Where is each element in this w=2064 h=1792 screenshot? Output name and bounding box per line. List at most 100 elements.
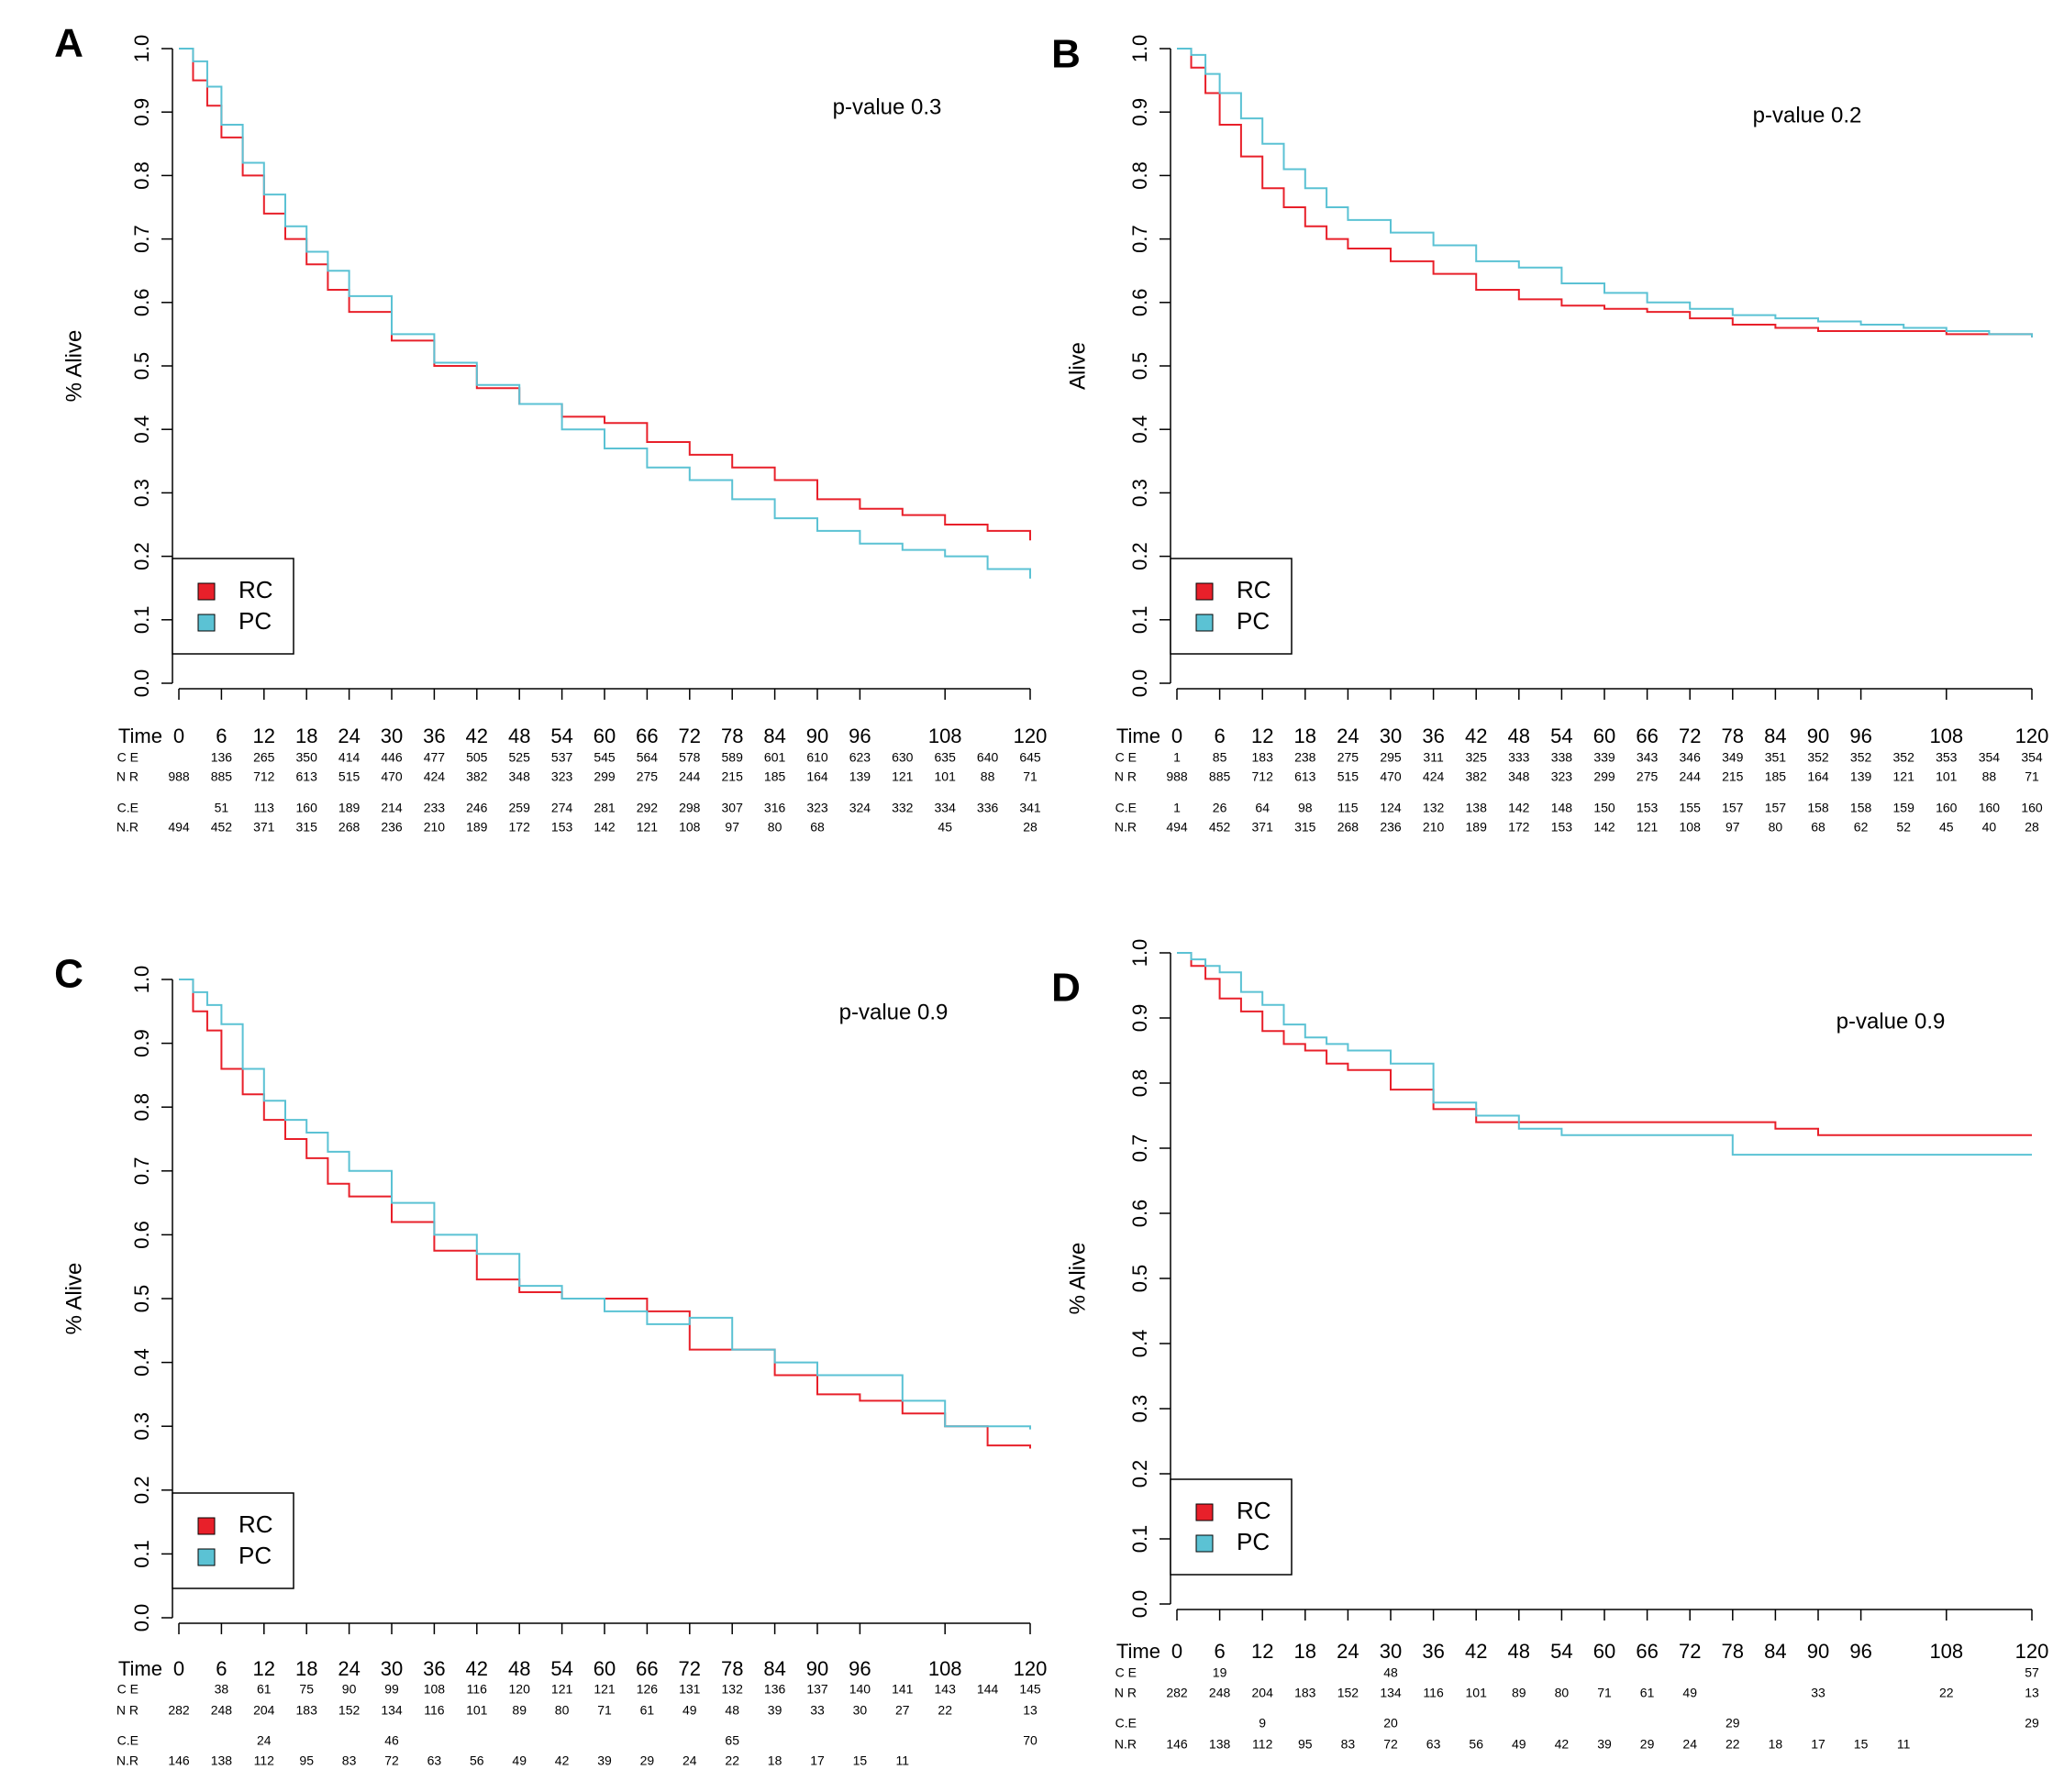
table-cell: 152	[1337, 1686, 1359, 1700]
table-cell: 142	[1508, 801, 1530, 815]
table-cell: 29	[640, 1753, 655, 1768]
y-tick-label: 1.0	[130, 35, 153, 63]
table-cell: 712	[1252, 769, 1274, 784]
table-cell: 158	[1807, 801, 1829, 815]
p-value: p-value 0.2	[1753, 103, 1862, 127]
table-row-label: N R	[117, 1703, 139, 1718]
table-cell: 268	[1337, 820, 1359, 835]
x-tick-label: 108	[1929, 1640, 1963, 1663]
x-tick-label: 54	[1550, 725, 1572, 747]
y-tick-label: 0.3	[1128, 479, 1151, 507]
y-tick-label: 0.6	[130, 1221, 153, 1249]
table-cell: 63	[427, 1753, 442, 1768]
table-cell: 101	[1936, 769, 1958, 784]
table-cell: 349	[1722, 750, 1744, 765]
table-cell: 610	[806, 750, 828, 765]
table-cell: 70	[1023, 1733, 1038, 1748]
y-tick-label: 1.0	[130, 966, 153, 994]
table-row-label: C E	[117, 1682, 139, 1697]
table-row-label: C E	[1115, 1665, 1137, 1680]
table-cell: 645	[1019, 750, 1041, 765]
table-cell: 68	[810, 820, 825, 835]
x-tick-label: 90	[806, 1657, 828, 1680]
y-tick-label: 0.4	[130, 415, 153, 444]
table-cell: 80	[768, 820, 782, 835]
table-cell: 323	[1551, 769, 1573, 784]
p-value: p-value 0.3	[833, 94, 942, 119]
table-cell: 323	[806, 801, 828, 815]
survival-curve	[179, 48, 1031, 541]
survival-curve	[179, 979, 1031, 1449]
table-cell: 83	[1341, 1737, 1356, 1752]
table-cell: 136	[764, 1682, 786, 1697]
x-tick-label: 30	[1380, 1640, 1402, 1663]
table-cell: 470	[381, 769, 403, 784]
table-cell: 121	[637, 820, 659, 835]
legend-swatch	[1195, 614, 1214, 632]
legend-swatch	[197, 614, 216, 632]
table-cell: 268	[338, 820, 361, 835]
table-cell: 160	[1979, 801, 2001, 815]
table-row-label: N.R	[117, 1753, 139, 1768]
y-tick-label: 0.9	[1128, 98, 1151, 127]
table-cell: 146	[1166, 1737, 1188, 1752]
table-cell: 346	[1680, 750, 1702, 765]
y-tick-label: 0.8	[1128, 161, 1151, 190]
table-cell: 116	[1423, 1686, 1444, 1700]
table-cell: 354	[1979, 750, 2001, 765]
table-cell: 24	[682, 1753, 697, 1768]
x-tick-label: 96	[1849, 1640, 1871, 1663]
legend-swatch	[1195, 1534, 1214, 1553]
table-cell: 204	[253, 1703, 275, 1718]
y-tick-label: 0.0	[130, 1604, 153, 1632]
x-tick-label: 42	[466, 1657, 488, 1680]
y-tick-label: 0.8	[130, 1093, 153, 1122]
table-cell: 80	[555, 1703, 570, 1718]
x-tick-label: 12	[253, 1657, 275, 1680]
legend-label: RC	[1237, 1497, 1271, 1524]
table-cell: 61	[1640, 1686, 1655, 1700]
table-cell: 158	[1850, 801, 1872, 815]
table-cell: 352	[1807, 750, 1829, 765]
table-cell: 712	[253, 769, 275, 784]
y-tick-label: 0.1	[1128, 606, 1151, 635]
table-cell: 244	[1680, 769, 1702, 784]
table-cell: 248	[1209, 1686, 1231, 1700]
x-tick-label: 78	[1722, 725, 1744, 747]
table-cell: 159	[1893, 801, 1915, 815]
table-cell: 341	[1019, 801, 1041, 815]
y-tick-label: 0.0	[1128, 669, 1151, 698]
y-tick-label: 0.9	[130, 98, 153, 127]
table-cell: 29	[1640, 1737, 1655, 1752]
table-cell: 292	[637, 801, 659, 815]
table-cell: 640	[977, 750, 999, 765]
table-cell: 353	[1936, 750, 1958, 765]
y-tick-label: 0.3	[130, 479, 153, 507]
table-cell: 46	[384, 1733, 399, 1748]
table-cell: 339	[1593, 750, 1615, 765]
x-tick-label: 24	[338, 725, 360, 747]
table-cell: 382	[1466, 769, 1488, 784]
table-cell: 22	[1726, 1737, 1740, 1752]
table-cell: 71	[2025, 769, 2039, 784]
x-tick-label: 12	[1251, 1640, 1273, 1663]
table-cell: 48	[1383, 1665, 1398, 1680]
x-tick-label: 18	[1294, 1640, 1316, 1663]
table-cell: 49	[512, 1753, 527, 1768]
table-row-label: C.E	[1115, 1716, 1137, 1731]
table-cell: 97	[1726, 820, 1740, 835]
y-tick-label: 0.5	[130, 352, 153, 381]
table-cell: 136	[211, 750, 233, 765]
panel-label: A	[54, 21, 83, 66]
table-cell: 494	[1166, 820, 1188, 835]
legend-box	[172, 1492, 294, 1589]
table-cell: 352	[1850, 750, 1872, 765]
x-tick-label: 66	[636, 1657, 658, 1680]
table-cell: 233	[424, 801, 446, 815]
table-cell: 246	[466, 801, 488, 815]
table-cell: 57	[2025, 1665, 2039, 1680]
table-cell: 307	[722, 801, 744, 815]
table-cell: 282	[1166, 1686, 1188, 1700]
table-row-label: C.E	[117, 801, 139, 815]
table-cell: 299	[594, 769, 616, 784]
